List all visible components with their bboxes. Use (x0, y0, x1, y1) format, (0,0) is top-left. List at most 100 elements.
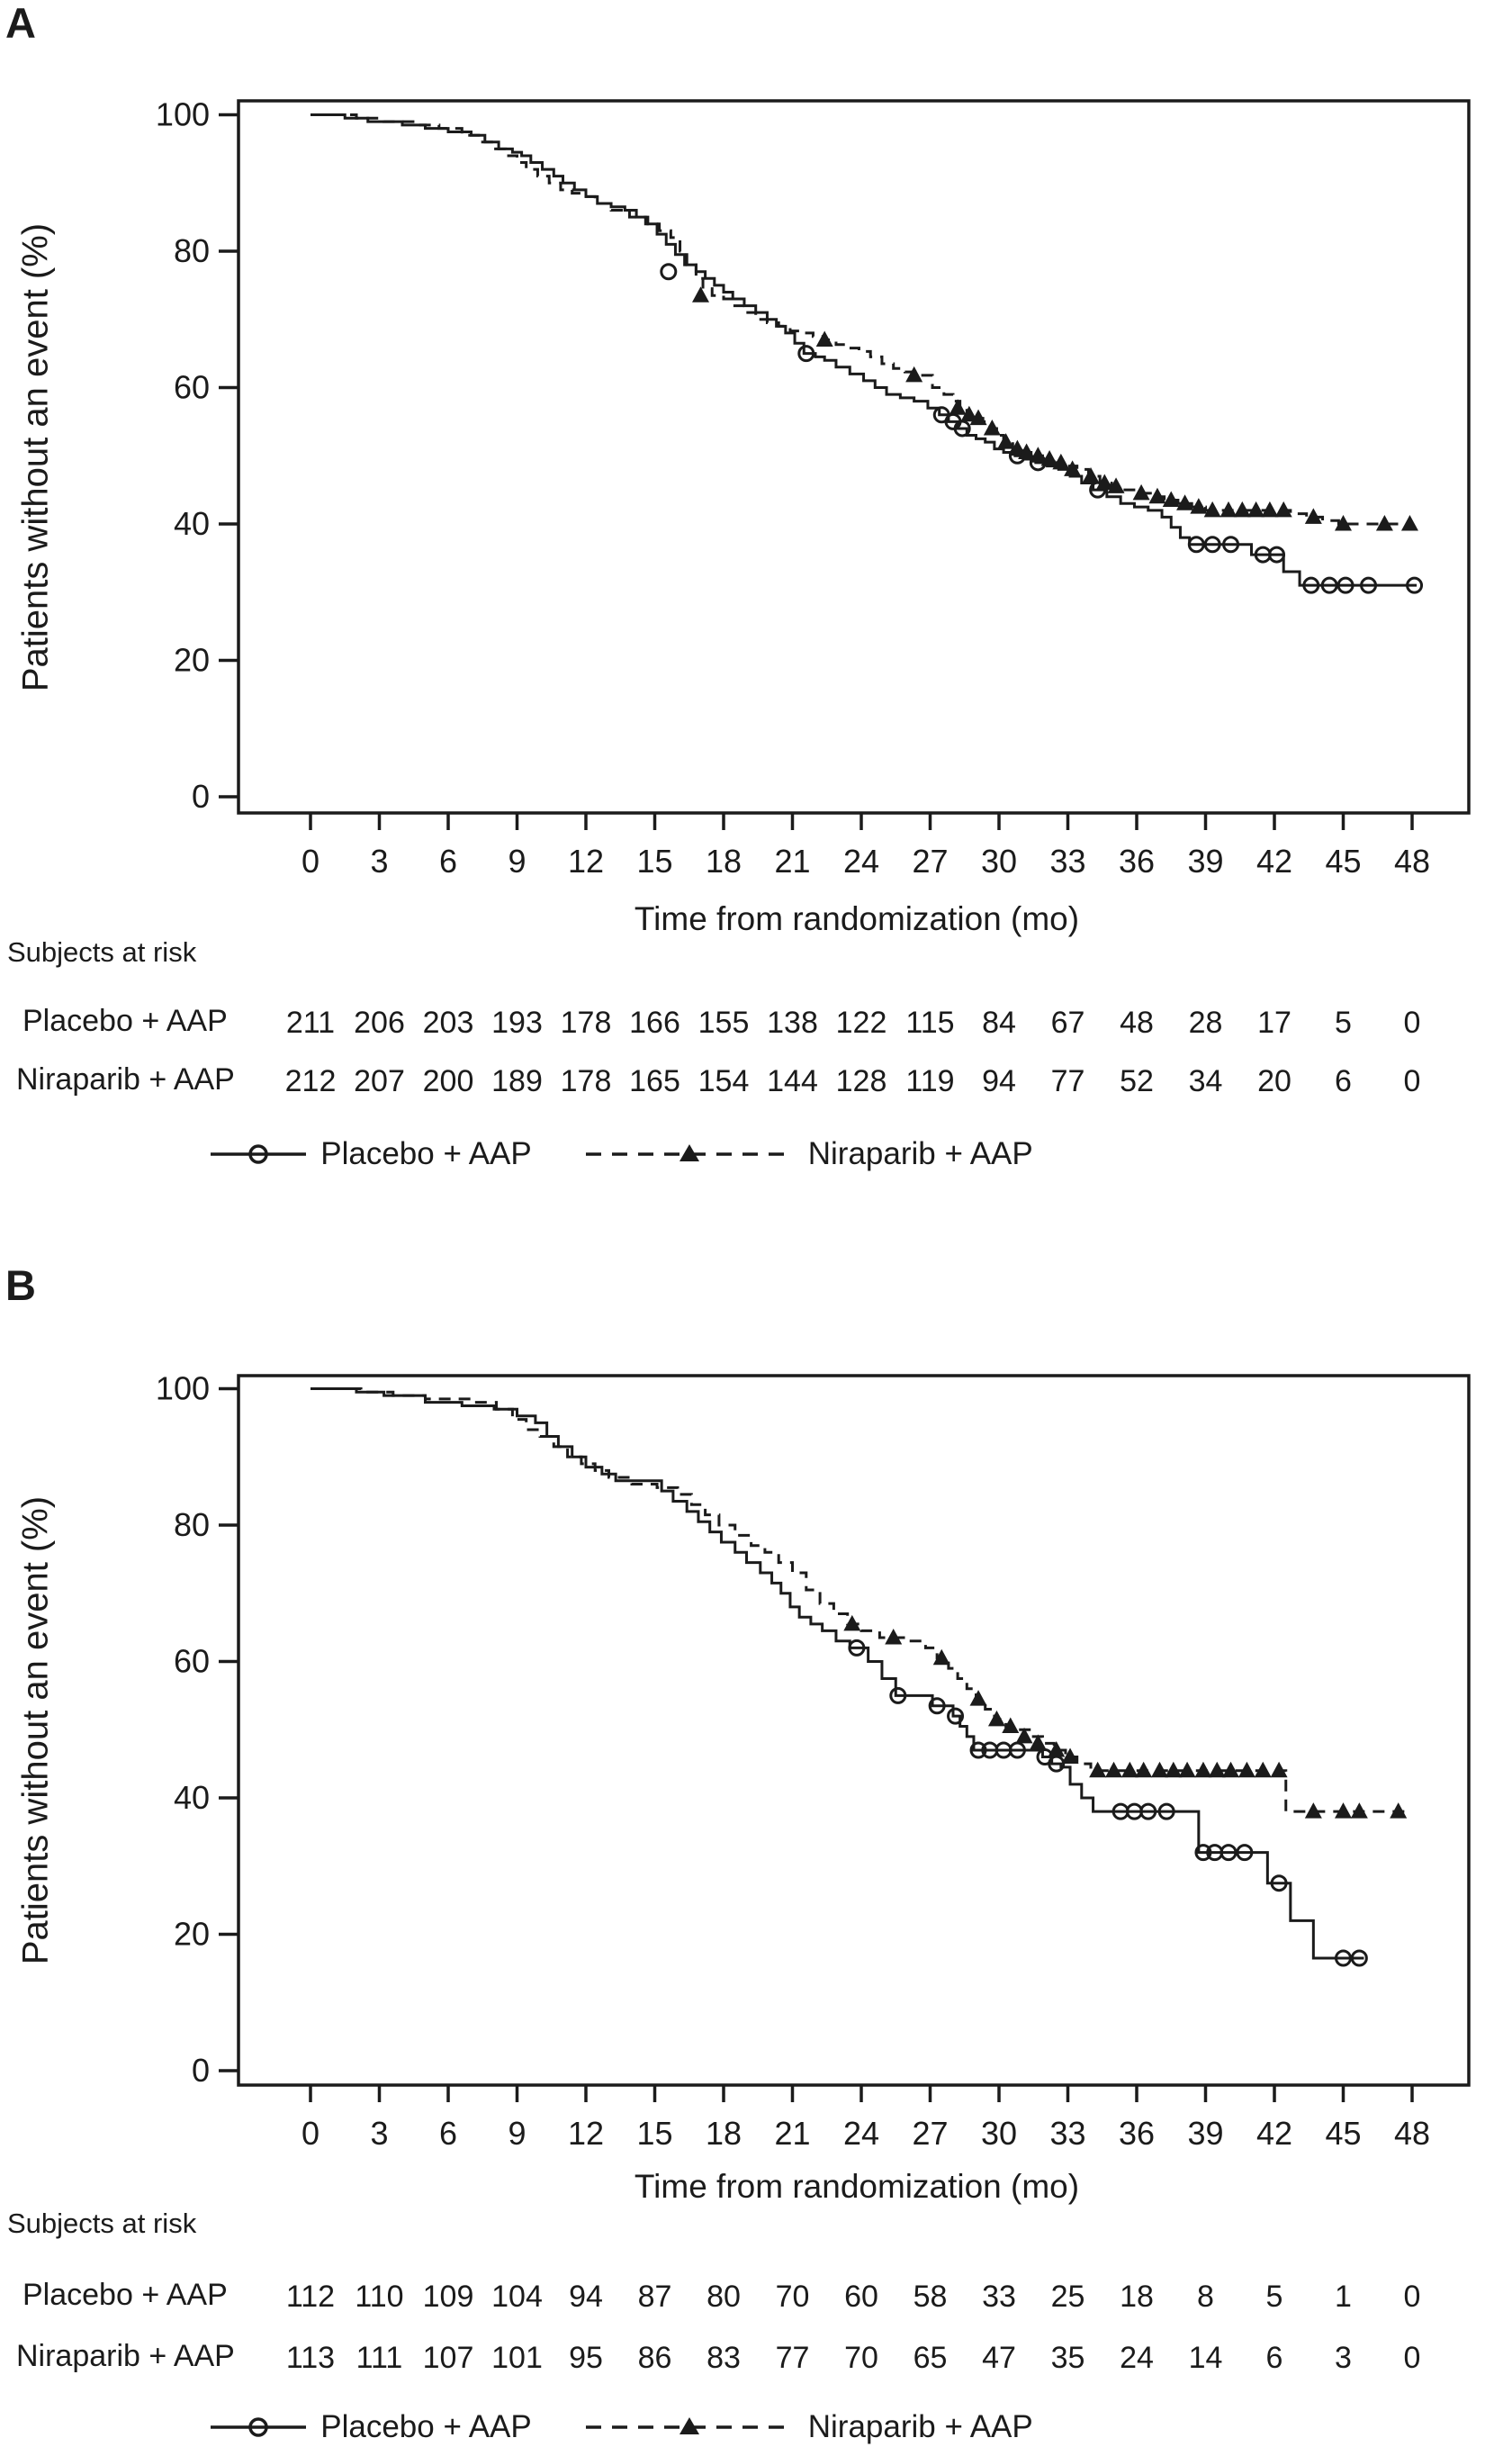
panel-a-risk-count: 178 (561, 1064, 612, 1098)
panel-a-y-tick-label: 20 (174, 642, 210, 679)
panel-b-risk-count: 60 (844, 2280, 878, 2314)
panel-a-y-tick-label: 0 (192, 778, 210, 815)
panel-b-risk-count: 87 (638, 2280, 672, 2314)
panel-b-x-tick-label: 0 (302, 2115, 320, 2152)
panel-a-censor-mark-triangle (1107, 477, 1125, 493)
panel-b-censor-mark-triangle (1165, 1761, 1183, 1778)
panel-a-y-tick-label: 60 (174, 369, 210, 406)
panel-b-censor-mark-triangle (1335, 1802, 1352, 1819)
panel-b-y-tick-label: 60 (174, 1643, 210, 1680)
panel-b-risk-count: 3 (1335, 2341, 1352, 2375)
panel-b-censor-mark-circle (1220, 1844, 1238, 1862)
panel-a-legend-item-niraparib: Niraparib + AAP (584, 1136, 1033, 1172)
panel-a-risk-count: 77 (1051, 1064, 1085, 1098)
panel-b-censor-mark-triangle (1390, 1802, 1408, 1819)
panel-b-x-tick-label: 15 (636, 2115, 672, 2152)
panel-a-risk-count: 52 (1120, 1064, 1154, 1098)
panel-b-censor-mark-triangle (1238, 1761, 1256, 1778)
panel-b-risk-count: 86 (638, 2341, 672, 2375)
panel-b-x-tick-label: 21 (774, 2115, 810, 2152)
panel-a-censor-mark-triangle (905, 366, 923, 383)
panel-b-censor-mark-triangle (1178, 1761, 1196, 1778)
panel-a-censor-mark-triangle (1274, 501, 1292, 518)
panel-b-risk-count: 58 (914, 2280, 948, 2314)
panel-a-censor-mark-triangle (692, 286, 709, 302)
panel-b-risk-count: 25 (1051, 2280, 1085, 2314)
panel-b-censor-mark-triangle (1151, 1761, 1168, 1778)
panel-b-censor-mark-triangle (1222, 1761, 1240, 1778)
panel-b-risk-count: 83 (706, 2341, 741, 2375)
panel-b-censor-mark-triangle (1029, 1734, 1047, 1750)
solid-line-circle-marker-icon (211, 1144, 307, 1164)
panel-a-risk-count: 119 (905, 1064, 954, 1098)
panel-b-censor-mark-triangle (1135, 1761, 1153, 1778)
panel-a-x-tick-label: 30 (981, 843, 1017, 880)
panel-a-censor-mark-circle (660, 263, 678, 281)
panel-b-legend: Placebo + AAP Niraparib + AAP (144, 2406, 1098, 2447)
panel-b-censor-mark-triangle (1061, 1747, 1079, 1765)
panel-a-risk-count: 115 (905, 1006, 954, 1040)
panel-a-censor-mark-triangle (1040, 450, 1058, 466)
panel-b-risk-count: 5 (1266, 2280, 1283, 2314)
dashed-line-triangle-marker-icon (585, 2417, 794, 2434)
panel-a-censor-mark-triangle (1082, 466, 1100, 483)
panel-a-x-tick-label: 48 (1394, 843, 1430, 880)
panel-a-x-tick-label: 24 (843, 843, 879, 880)
panel-a-legend: Placebo + AAP Niraparib + AAP (144, 1133, 1098, 1176)
panel-a-km-curve-niraparib (310, 113, 1412, 526)
panel-b-censor-mark-triangle (1120, 1761, 1138, 1778)
panel-b-y-tick-label: 20 (174, 1916, 210, 1953)
panel-b-risk-count: 70 (844, 2341, 878, 2375)
panel-b-censor-mark-triangle (969, 1690, 987, 1706)
panel-a-y-axis-title: Patients without an event (%) (15, 222, 56, 692)
panel-b-x-axis-title: Time from randomization (mo) (634, 2168, 1080, 2205)
panel-a-censor-mark-circle (1360, 576, 1378, 594)
panel-a-censor-mark-triangle (1247, 501, 1265, 518)
panel-a-risk-count: 28 (1189, 1006, 1223, 1040)
panel-b-x-tick-label: 12 (568, 2115, 604, 2152)
panel-b-risk-count: 24 (1120, 2341, 1154, 2375)
panel-a-x-tick-label: 39 (1187, 843, 1223, 880)
panel-b-risk-count: 94 (569, 2280, 603, 2314)
panel-a-risk-count: 138 (767, 1006, 818, 1040)
panel-a-censor-mark-triangle (815, 330, 833, 347)
panel-b-risk-count: 0 (1404, 2341, 1421, 2375)
panel-b-censor-mark-triangle (932, 1648, 950, 1666)
panel-a-risk-count: 211 (286, 1006, 335, 1040)
panel-b-censor-mark-triangle (1304, 1802, 1322, 1819)
panel-b-risk-count: 111 (356, 2341, 403, 2375)
panel-b-censor-mark-circle (928, 1697, 946, 1715)
panel-a-censor-mark-triangle (1162, 491, 1180, 507)
panel-b-risk-row-label-placebo: Placebo + AAP (22, 2278, 228, 2312)
panel-a-x-tick-label: 6 (439, 843, 457, 880)
panel-b-x-tick-label: 9 (508, 2115, 526, 2152)
panel-a-km-curve-placebo (310, 113, 1418, 587)
panel-a-risk-count: 144 (767, 1064, 818, 1098)
panel-b-y-tick-label: 80 (174, 1506, 210, 1543)
panel-a-risk-count: 84 (982, 1006, 1016, 1040)
panel-a-censor-mark-triangle (1220, 501, 1238, 518)
panel-b-plot-frame (237, 1374, 1471, 2087)
panel-b-censor-mark-triangle (843, 1614, 861, 1631)
panel-a-risk-count: 166 (629, 1006, 680, 1040)
panel-b-legend-label-placebo: Placebo + AAP (320, 2409, 532, 2444)
panel-b-risk-count: 112 (286, 2280, 335, 2314)
panel-a-x-tick-label: 27 (912, 843, 948, 880)
panel-a-censor-mark-circle (797, 345, 815, 363)
panel-a-plot-frame (237, 99, 1471, 815)
panel-a-censor-mark-triangle (1052, 453, 1070, 470)
panel-a-risk-count: 6 (1335, 1064, 1352, 1098)
panel-a-y-tick-label: 100 (156, 96, 210, 133)
panel-b-censor-mark-circle (1139, 1802, 1157, 1820)
panel-a-legend-label-placebo: Placebo + AAP (320, 1136, 532, 1171)
panel-b-censor-mark-triangle (1194, 1761, 1212, 1778)
panel-b-x-tick-label: 27 (912, 2115, 948, 2152)
panel-a-risk-count: 0 (1404, 1064, 1421, 1098)
panel-a-x-tick-label: 33 (1049, 843, 1085, 880)
panel-a-risk-count: 5 (1335, 1006, 1352, 1040)
panel-a-censor-mark-triangle (1029, 447, 1047, 463)
panel-a-censor-mark-triangle (1018, 443, 1036, 459)
panel-a-x-tick-label: 21 (774, 843, 810, 880)
